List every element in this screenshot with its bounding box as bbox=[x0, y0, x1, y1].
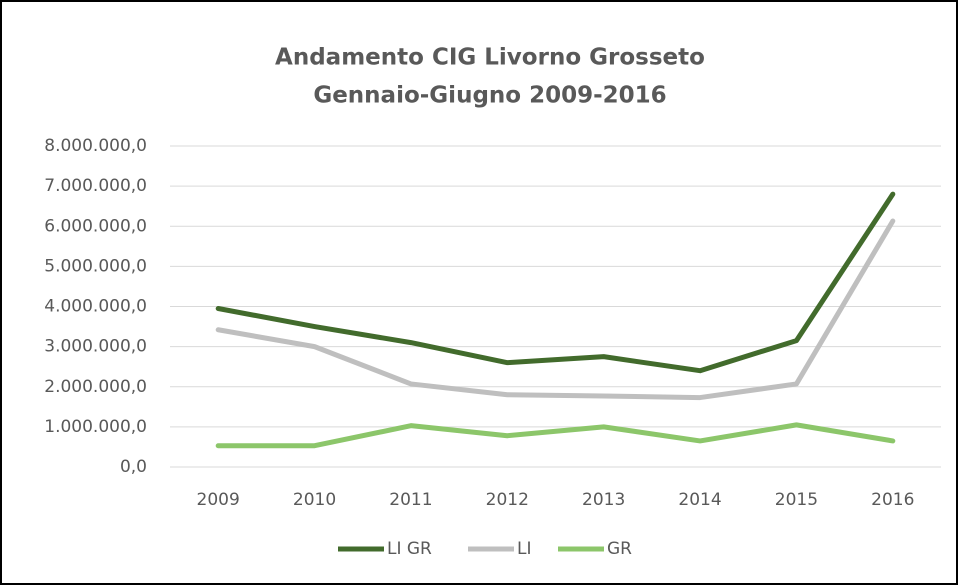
x-tick-label: 2013 bbox=[582, 490, 625, 510]
x-tick-label: 2016 bbox=[871, 490, 914, 510]
chart-title: Andamento CIG Livorno Grosseto bbox=[275, 45, 705, 71]
y-tick-label: 4.000.000,0 bbox=[44, 297, 147, 317]
y-tick-label: 6.000.000,0 bbox=[44, 216, 147, 236]
x-tick-label: 2012 bbox=[486, 490, 529, 510]
y-tick-label: 7.000.000,0 bbox=[44, 176, 147, 196]
y-tick-label: 3.000.000,0 bbox=[44, 337, 147, 357]
y-tick-label: 2.000.000,0 bbox=[44, 377, 147, 397]
y-tick-label: 8.000.000,0 bbox=[44, 136, 147, 156]
line-series bbox=[215, 191, 896, 374]
x-tick-label: 2009 bbox=[197, 490, 240, 510]
chart-subtitle: Gennaio-Giugno 2009-2016 bbox=[313, 83, 666, 109]
y-tick-label: 1.000.000,0 bbox=[44, 417, 147, 437]
y-tick-label: 5.000.000,0 bbox=[44, 256, 147, 276]
x-tick-label: 2015 bbox=[775, 490, 818, 510]
legend-label: LI bbox=[517, 539, 532, 559]
x-tick-label: 2014 bbox=[678, 490, 721, 510]
legend-label: LI GR bbox=[387, 539, 432, 559]
line-series bbox=[215, 218, 896, 401]
line-series bbox=[215, 422, 896, 449]
legend-label: GR bbox=[607, 539, 632, 559]
x-tick-label: 2010 bbox=[293, 490, 336, 510]
y-tick-label: 0,0 bbox=[120, 457, 147, 477]
x-tick-label: 2011 bbox=[389, 490, 432, 510]
